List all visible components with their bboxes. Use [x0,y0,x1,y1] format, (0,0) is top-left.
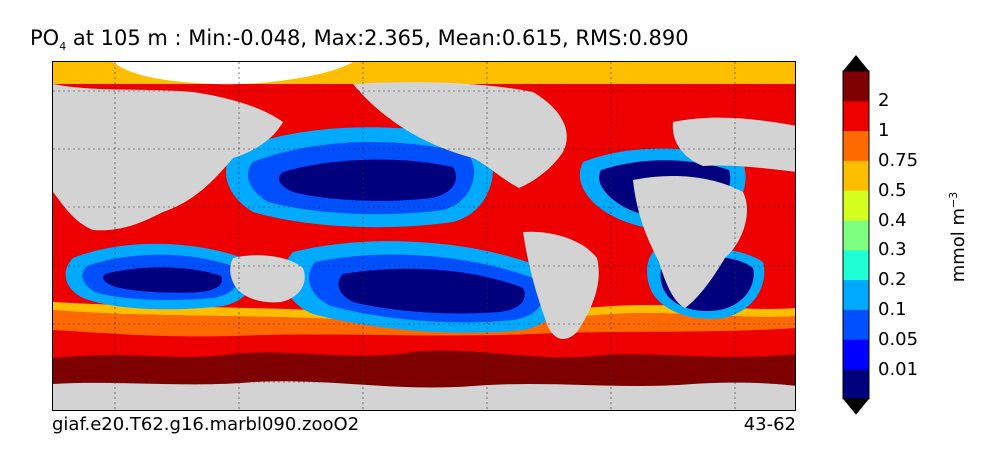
tick-label-0.05: 0.05 [878,329,919,350]
colorbar-segment-9 [843,100,869,132]
tick-label-0.2: 0.2 [878,269,907,290]
title-prefix: PO [30,26,60,50]
graticule [53,62,795,410]
colorbar-segment-2 [843,309,869,340]
map-panel [52,61,796,411]
tick-label-0.3: 0.3 [878,239,907,260]
eurasia-land [53,84,283,231]
colorbar [842,55,870,415]
europe-land [672,117,795,172]
north-pacific-gyre-inner [278,159,457,201]
colorbar-segment-7 [843,160,869,191]
tick-label-2: 2 [878,90,890,111]
tick-label-0.01: 0.01 [878,359,919,380]
colorbar-segment-10 [843,71,869,102]
title-suffix: at 105 m : Min:-0.048, Max:2.365, Mean:0… [66,26,689,50]
indian-gyre-inner [103,267,223,293]
colorbar-outline [842,70,870,400]
units-base: mmol m [948,207,969,283]
colorbar-segment-8 [843,130,869,161]
colorbar-extend-min [843,398,869,415]
south-pacific-gyre-inner [338,268,525,314]
year-range: 43-62 [743,414,796,435]
colorbar-segment-1 [843,339,869,370]
colorbar-segment-6 [843,190,869,221]
tick-label-0.1: 0.1 [878,299,907,320]
po4-field-map [53,62,795,410]
units-exponent: −3 [947,191,960,208]
colorbar-segment-3 [843,279,869,310]
colorbar-segment-0 [843,369,869,400]
tick-label-1: 1 [878,120,890,141]
colorbar-extend-max [843,55,869,71]
tick-label-0.4: 0.4 [878,210,907,231]
antarctica-land [53,381,795,410]
tick-label-0.75: 0.75 [878,150,919,171]
arctic-land [113,62,353,85]
tick-label-0.5: 0.5 [878,180,907,201]
title-subscript: 4 [59,40,67,54]
case-name: giaf.e20.T62.g16.marbl090.zooO2 [52,414,360,435]
colorbar-segment-4 [843,249,869,281]
southern-yellow-band [53,302,795,322]
north-america-land [353,82,567,188]
africa-land [633,176,747,308]
australia-land [230,255,305,303]
colorbar-segment-5 [843,220,869,251]
south-america-land [523,231,599,339]
plot-title: PO4 at 105 m : Min:-0.048, Max:2.365, Me… [30,26,689,53]
